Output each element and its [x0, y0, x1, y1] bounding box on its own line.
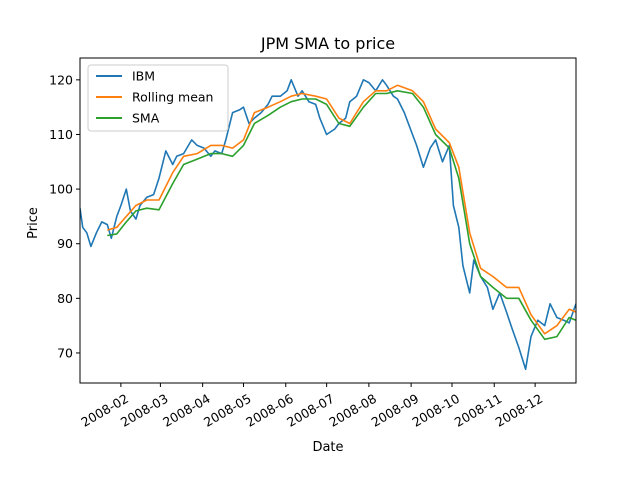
y-tick-label: 90 [57, 236, 73, 251]
x-tick-label: 2008-08 [326, 391, 379, 430]
x-axis-label: Date [312, 440, 343, 455]
y-tick-label: 70 [57, 345, 73, 360]
x-tick-label: 2008-07 [284, 391, 337, 430]
legend-entry: Rolling mean [132, 90, 213, 105]
legend: IBM Rolling mean SMA [87, 64, 229, 132]
x-tick-label: 2008-10 [409, 391, 462, 430]
plot-area [80, 79, 576, 371]
x-tick-label: 2008-12 [493, 391, 546, 430]
legend-entry: IBM [132, 69, 155, 84]
series-line-rolling-mean [107, 84, 576, 335]
y-tick-label: 100 [49, 182, 73, 197]
series-line-sma [107, 90, 576, 341]
y-tick-label: 120 [49, 72, 73, 87]
y-tick-label: 110 [49, 127, 73, 142]
legend-entry: SMA [132, 111, 160, 126]
legend-box [87, 64, 229, 132]
y-tick-label: 80 [57, 291, 73, 306]
x-tick-label: 2008-05 [201, 391, 254, 430]
y-axis-label: Price [26, 207, 41, 239]
series-line-ibm [80, 79, 576, 371]
chart-title: JPM SMA to price [260, 34, 395, 53]
axes-frame [79, 57, 577, 384]
